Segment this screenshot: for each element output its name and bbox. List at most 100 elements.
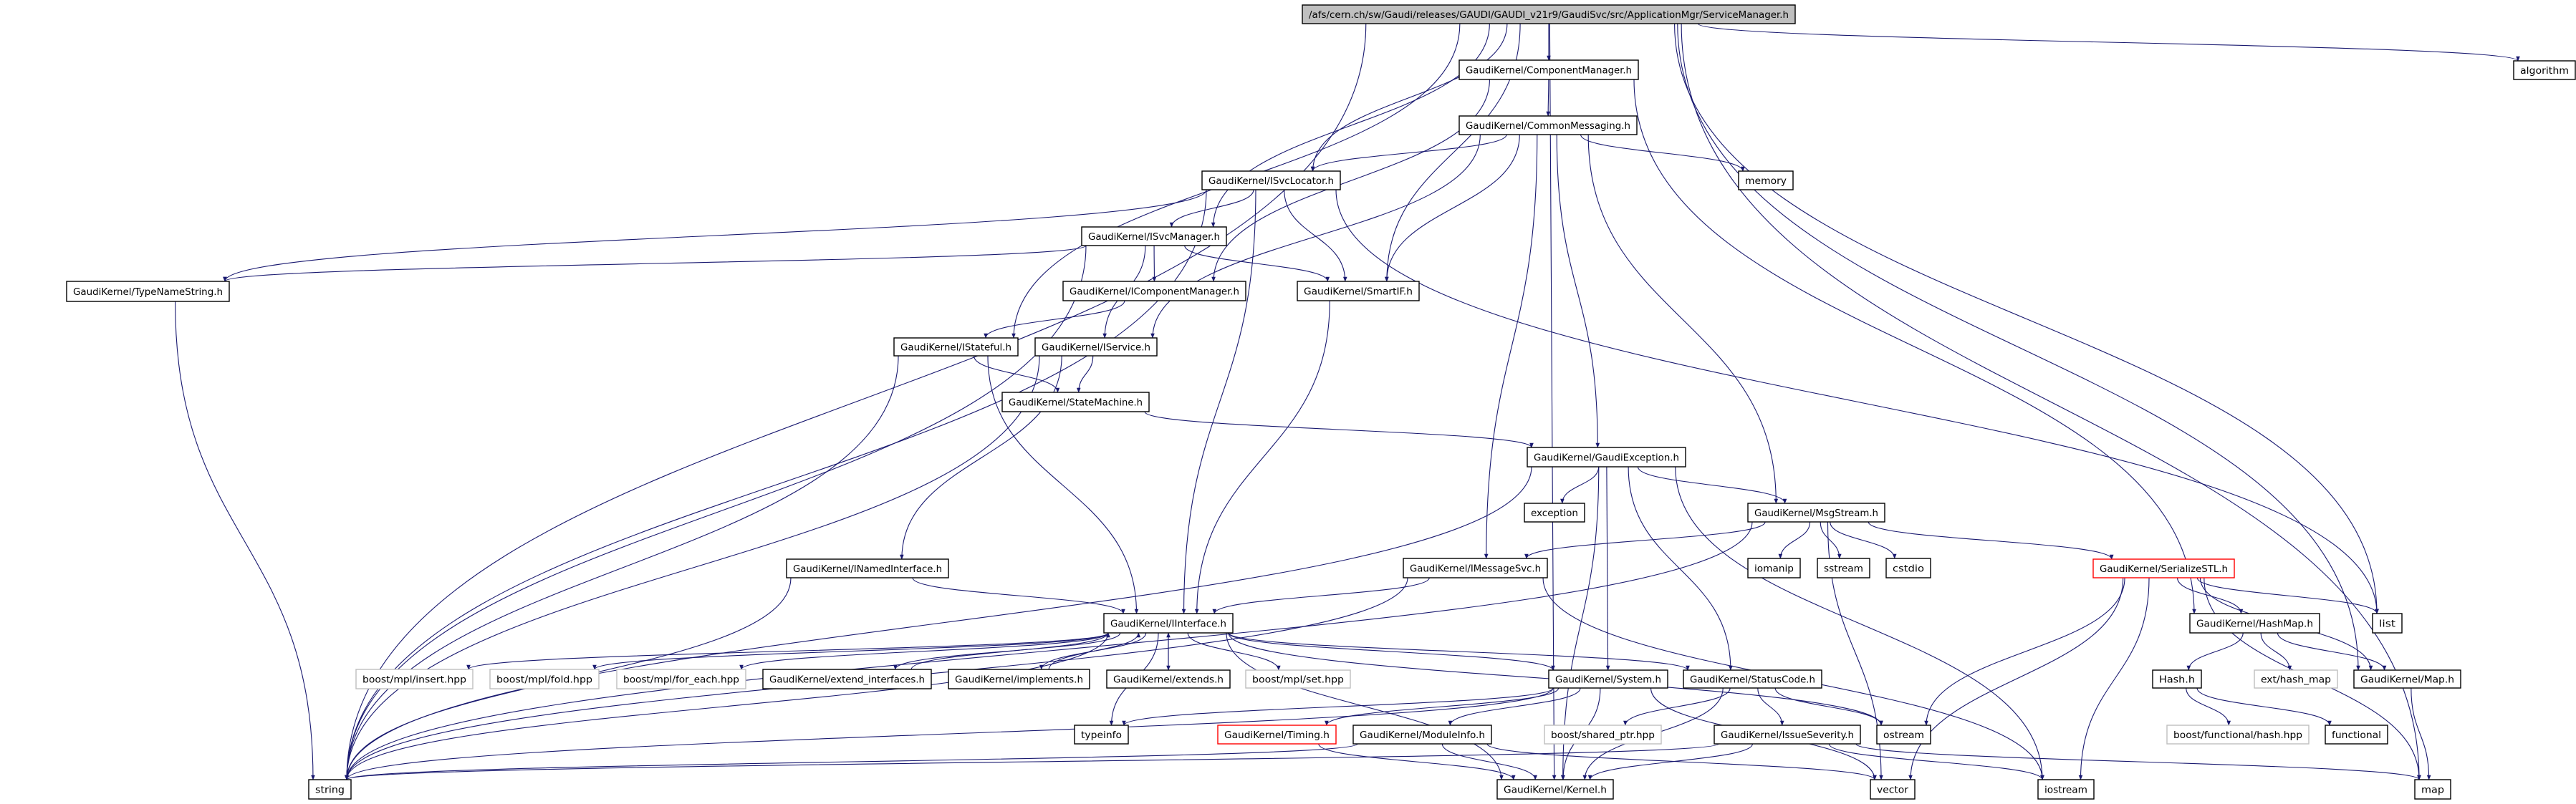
node-ostream[interactable]: ostream — [1876, 725, 1931, 745]
node-Map[interactable]: GaudiKernel/Map.h — [2353, 669, 2461, 689]
node-SmartIF[interactable]: GaudiKernel/SmartIF.h — [1297, 281, 1420, 301]
node-box — [786, 558, 949, 578]
edge-root-to-ISvcManager — [1211, 23, 1490, 228]
edge-ModuleInfo-to-string — [345, 743, 1358, 780]
node-IComponentManager[interactable]: GaudiKernel/IComponentManager.h — [1062, 281, 1246, 301]
node-ISvcManager[interactable]: GaudiKernel/ISvcManager.h — [1081, 226, 1227, 246]
node-implements[interactable]: GaudiKernel/implements.h — [948, 669, 1090, 689]
node-StatusCode[interactable]: GaudiKernel/StatusCode.h — [1683, 669, 1822, 689]
edge-SerializeSTL-to-HashMap — [2177, 577, 2244, 614]
node-algorithm[interactable]: algorithm — [2513, 60, 2576, 80]
node-cstdio[interactable]: cstdio — [1885, 558, 1931, 578]
node-exception[interactable]: exception — [1524, 503, 1585, 523]
edge-root-to-string — [345, 23, 1367, 780]
node-TypeNameString[interactable]: GaudiKernel/TypeNameString.h — [66, 281, 230, 302]
node-box — [1747, 558, 1801, 578]
node-IInterface[interactable]: GaudiKernel/IInterface.h — [1103, 613, 1234, 634]
node-label: iostream — [2044, 785, 2087, 796]
node-extends[interactable]: GaudiKernel/extends.h — [1106, 669, 1231, 689]
node-string[interactable]: string — [308, 779, 352, 800]
node-IStateful[interactable]: GaudiKernel/IStateful.h — [893, 337, 1019, 357]
edge-root-to-algorithm — [1697, 23, 2520, 62]
node-iomanip[interactable]: iomanip — [1747, 558, 1801, 578]
edge-GaudiException-to-iostream — [1675, 466, 2044, 780]
node-label: boost/mpl/fold.hpp — [496, 674, 592, 686]
edge-GaudiException-to-exception — [1560, 466, 1600, 504]
node-IssueSeverity[interactable]: GaudiKernel/IssueSeverity.h — [1714, 725, 1861, 745]
edge-IService-to-StateMachine — [1076, 355, 1094, 393]
node-box — [1302, 4, 1796, 24]
edge-IStateful-to-StateMachine — [974, 355, 1060, 393]
node-extend_interfaces[interactable]: GaudiKernel/extend_interfaces.h — [762, 669, 932, 689]
node-typeinfo[interactable]: typeinfo — [1074, 725, 1129, 745]
node-SerializeSTL[interactable]: GaudiKernel/SerializeSTL.h — [2092, 558, 2235, 578]
node-label: GaudiKernel/extends.h — [1113, 674, 1224, 686]
edge-HashMap-to-Hash — [2186, 632, 2244, 671]
node-label: boost/mpl/set.hpp — [1252, 674, 1344, 686]
edge-TypeNameString-to-string — [175, 301, 315, 780]
node-ComponentManager[interactable]: GaudiKernel/ComponentManager.h — [1458, 59, 1639, 80]
node-box — [66, 281, 230, 302]
node-box — [2325, 725, 2388, 745]
node-System[interactable]: GaudiKernel/System.h — [1548, 669, 1668, 689]
edge-MsgStream-to-string — [345, 521, 1753, 780]
edge-MsgStream-to-iomanip — [1778, 521, 1811, 559]
node-root[interactable]: /afs/cern.ch/sw/Gaudi/releases/GAUDI/GAU… — [1302, 4, 1796, 24]
node-box — [489, 669, 600, 689]
edge-MsgStream-to-IMessageSvc — [1524, 521, 1766, 559]
node-StateMachine[interactable]: GaudiKernel/StateMachine.h — [1001, 392, 1150, 412]
node-ISvcLocator[interactable]: GaudiKernel/ISvcLocator.h — [1201, 170, 1341, 190]
edge-root-to-Kernel — [1549, 23, 1557, 780]
node-box — [1403, 558, 1548, 578]
edge-MsgStream-to-SerializeSTL — [1868, 521, 2114, 560]
node-Hash[interactable]: Hash.h — [2152, 669, 2202, 689]
node-INamedInterface[interactable]: GaudiKernel/INamedInterface.h — [786, 558, 949, 578]
node-box — [2353, 669, 2461, 689]
edge-Hash-to-functional — [2196, 687, 2332, 726]
edge-IInterface-to-Kernel — [1226, 632, 1504, 780]
edge-CommonMessaging-to-IMessageSvc — [1484, 134, 1538, 559]
node-label: ostream — [1883, 730, 1924, 741]
node-label: GaudiKernel/implements.h — [955, 674, 1083, 686]
edge-System-to-ModuleInfo — [1448, 687, 1581, 726]
node-memory[interactable]: memory — [1738, 170, 1794, 190]
node-IService[interactable]: GaudiKernel/IService.h — [1034, 337, 1158, 357]
node-box — [1876, 725, 1931, 745]
node-box — [2254, 669, 2338, 689]
node-box — [948, 669, 1090, 689]
node-ext_hash_map: ext/hash_map — [2254, 669, 2338, 689]
node-label: vector — [1877, 785, 1908, 796]
node-label: /afs/cern.ch/sw/Gaudi/releases/GAUDI/GAU… — [1309, 9, 1789, 21]
node-ModuleInfo[interactable]: GaudiKernel/ModuleInfo.h — [1352, 725, 1492, 745]
node-Timing[interactable]: GaudiKernel/Timing.h — [1217, 725, 1337, 745]
node-iostream[interactable]: iostream — [2037, 779, 2095, 800]
node-GaudiException[interactable]: GaudiKernel/GaudiException.h — [1527, 447, 1686, 468]
edge-CommonMessaging-to-GaudiException — [1556, 134, 1600, 448]
edge-System-to-string — [345, 687, 1554, 780]
node-label: exception — [1531, 508, 1578, 519]
node-sstream[interactable]: sstream — [1817, 558, 1870, 578]
node-label: typeinfo — [1081, 730, 1122, 741]
edge-SerializeSTL-to-iostream — [2078, 577, 2150, 780]
edge-CommonMessaging-to-SmartIF — [1384, 134, 1520, 282]
node-list[interactable]: list — [2372, 613, 2403, 634]
node-box — [2037, 779, 2095, 800]
node-MsgStream[interactable]: GaudiKernel/MsgStream.h — [1747, 503, 1885, 523]
node-label: GaudiKernel/SerializeSTL.h — [2100, 563, 2228, 575]
node-box — [2166, 725, 2310, 745]
node-HashMap[interactable]: GaudiKernel/HashMap.h — [2189, 613, 2320, 634]
edge-IInterface-to-mpl_insert — [466, 632, 1109, 670]
edge-Map-to-map — [2411, 687, 2431, 780]
edge-MsgStream-to-cstdio — [1830, 521, 1897, 559]
node-IMessageSvc[interactable]: GaudiKernel/IMessageSvc.h — [1403, 558, 1548, 578]
edge-GaudiException-to-Kernel — [1560, 466, 1600, 780]
edge-ISvcLocator-to-ISvcManager — [1169, 189, 1254, 228]
node-Kernel[interactable]: GaudiKernel/Kernel.h — [1496, 779, 1614, 800]
node-vector[interactable]: vector — [1870, 779, 1916, 800]
node-map[interactable]: map — [2414, 779, 2451, 800]
node-CommonMessaging[interactable]: GaudiKernel/CommonMessaging.h — [1458, 115, 1638, 135]
node-label: memory — [1745, 175, 1787, 187]
node-functional[interactable]: functional — [2325, 725, 2388, 745]
node-label: string — [315, 785, 345, 796]
